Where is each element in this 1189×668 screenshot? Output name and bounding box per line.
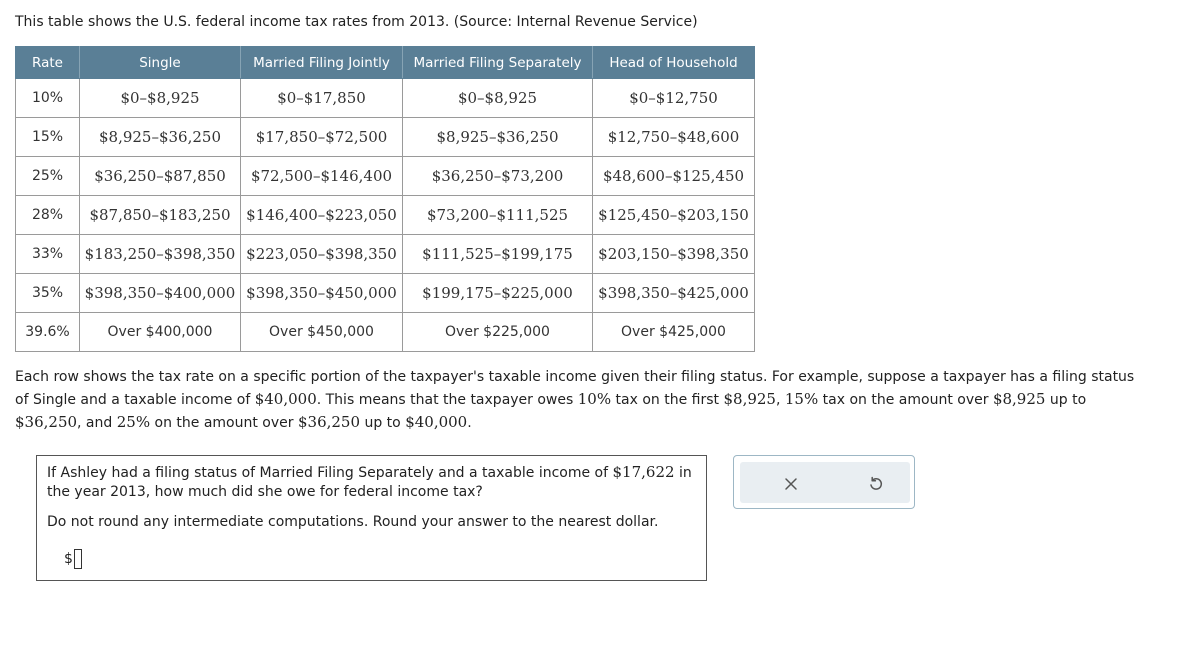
example-amount: $8,925 bbox=[723, 390, 776, 408]
rate-cell: 39.6% bbox=[15, 312, 80, 352]
answer-input[interactable] bbox=[73, 549, 82, 569]
x-icon bbox=[785, 478, 797, 490]
rate-cell: 15% bbox=[15, 117, 80, 157]
head-of-household-cell: Over $425,000 bbox=[592, 312, 755, 352]
head-of-household-cell: $203,150–$398,350 bbox=[592, 234, 755, 274]
rate-cell: 25% bbox=[15, 156, 80, 196]
example-rate: 15% bbox=[784, 390, 819, 408]
example-amount: $40,000 bbox=[405, 413, 468, 431]
table-row: 28% $87,850–$183,250 $146,400–$223,050 $… bbox=[15, 195, 755, 235]
explanation-segment: tax on the first bbox=[611, 392, 724, 408]
rate-cell: 35% bbox=[15, 273, 80, 313]
answer-row: $ bbox=[64, 546, 82, 572]
example-rate: 10% bbox=[577, 390, 612, 408]
example-income: $40,000 bbox=[254, 390, 317, 408]
single-cell: $36,250–$87,850 bbox=[79, 156, 241, 196]
tax-rate-table: Rate Single Married Filing Jointly Marri… bbox=[15, 46, 755, 352]
example-amount: $36,250 bbox=[297, 413, 361, 431]
married-separately-cell: $8,925–$36,250 bbox=[402, 117, 593, 157]
married-separately-cell: $73,200–$111,525 bbox=[402, 195, 593, 235]
single-cell: Over $400,000 bbox=[79, 312, 241, 352]
single-cell: $183,250–$398,350 bbox=[79, 234, 241, 274]
explanation-segment: tax on the amount over bbox=[818, 392, 993, 408]
explanation-segment: up to bbox=[360, 415, 406, 431]
question-segment: If Ashley had a filing status of Married… bbox=[47, 465, 613, 481]
explanation-segment: . bbox=[467, 415, 472, 431]
currency-symbol: $ bbox=[64, 551, 73, 567]
header-head-of-household: Head of Household bbox=[592, 46, 755, 79]
example-amount: $36,250 bbox=[15, 413, 78, 431]
rounding-instruction: Do not round any intermediate computatio… bbox=[47, 514, 659, 530]
single-cell: $8,925–$36,250 bbox=[79, 117, 241, 157]
explanation-segment: on the amount over bbox=[150, 415, 298, 431]
head-of-household-cell: $0–$12,750 bbox=[592, 78, 755, 118]
table-row: 35% $398,350–$400,000 $398,350–$450,000 … bbox=[15, 273, 755, 313]
single-cell: $398,350–$400,000 bbox=[79, 273, 241, 313]
table-row: 33% $183,250–$398,350 $223,050–$398,350 … bbox=[15, 234, 755, 274]
married-jointly-cell: $398,350–$450,000 bbox=[240, 273, 403, 313]
explanation-text: Each row shows the tax rate on a specifi… bbox=[15, 366, 1150, 434]
head-of-household-cell: $48,600–$125,450 bbox=[592, 156, 755, 196]
head-of-household-cell: $398,350–$425,000 bbox=[592, 273, 755, 313]
header-single: Single bbox=[79, 46, 241, 79]
explanation-segment: up to bbox=[1045, 392, 1087, 408]
single-cell: $87,850–$183,250 bbox=[79, 195, 241, 235]
rate-cell: 28% bbox=[15, 195, 80, 235]
explanation-segment: , and bbox=[77, 415, 117, 431]
married-separately-cell: $0–$8,925 bbox=[402, 78, 593, 118]
table-row: 25% $36,250–$87,850 $72,500–$146,400 $36… bbox=[15, 156, 755, 196]
table-row: 39.6% Over $400,000 Over $450,000 Over $… bbox=[15, 312, 755, 352]
rate-cell: 10% bbox=[15, 78, 80, 118]
married-jointly-cell: $0–$17,850 bbox=[240, 78, 403, 118]
header-rate: Rate bbox=[15, 46, 80, 79]
table-row: 10% $0–$8,925 $0–$17,850 $0–$8,925 $0–$1… bbox=[15, 78, 755, 118]
question-income: $17,622 bbox=[612, 463, 675, 481]
head-of-household-cell: $125,450–$203,150 bbox=[592, 195, 755, 235]
married-separately-cell: $199,175–$225,000 bbox=[402, 273, 593, 313]
question-segment: in the year 2013, how much did she owe f… bbox=[47, 465, 692, 500]
intro-text: This table shows the U.S. federal income… bbox=[15, 14, 698, 30]
header-married-separately: Married Filing Separately bbox=[402, 46, 593, 79]
question-text: If Ashley had a filing status of Married… bbox=[47, 463, 702, 502]
head-of-household-cell: $12,750–$48,600 bbox=[592, 117, 755, 157]
explanation-segment: , bbox=[775, 392, 785, 408]
clear-button[interactable] bbox=[779, 472, 803, 496]
action-button-group bbox=[740, 462, 910, 503]
single-cell: $0–$8,925 bbox=[79, 78, 241, 118]
rate-cell: 33% bbox=[15, 234, 80, 274]
action-panel bbox=[733, 455, 915, 509]
undo-button[interactable] bbox=[864, 472, 888, 496]
married-jointly-cell: $223,050–$398,350 bbox=[240, 234, 403, 274]
married-jointly-cell: $72,500–$146,400 bbox=[240, 156, 403, 196]
explanation-segment: . This means that the taxpayer owes bbox=[316, 392, 578, 408]
example-amount: $8,925 bbox=[992, 390, 1046, 408]
example-rate: 25% bbox=[116, 413, 151, 431]
explanation-segment: Each row shows the tax rate on a specifi… bbox=[15, 369, 1135, 408]
married-separately-cell: $36,250–$73,200 bbox=[402, 156, 593, 196]
married-jointly-cell: Over $450,000 bbox=[240, 312, 403, 352]
married-separately-cell: Over $225,000 bbox=[402, 312, 593, 352]
married-jointly-cell: $146,400–$223,050 bbox=[240, 195, 403, 235]
undo-icon bbox=[870, 476, 883, 490]
table-header-row: Rate Single Married Filing Jointly Marri… bbox=[15, 46, 755, 79]
married-jointly-cell: $17,850–$72,500 bbox=[240, 117, 403, 157]
question-box: If Ashley had a filing status of Married… bbox=[36, 455, 707, 581]
header-married-jointly: Married Filing Jointly bbox=[240, 46, 403, 79]
married-separately-cell: $111,525–$199,175 bbox=[402, 234, 593, 274]
table-row: 15% $8,925–$36,250 $17,850–$72,500 $8,92… bbox=[15, 117, 755, 157]
